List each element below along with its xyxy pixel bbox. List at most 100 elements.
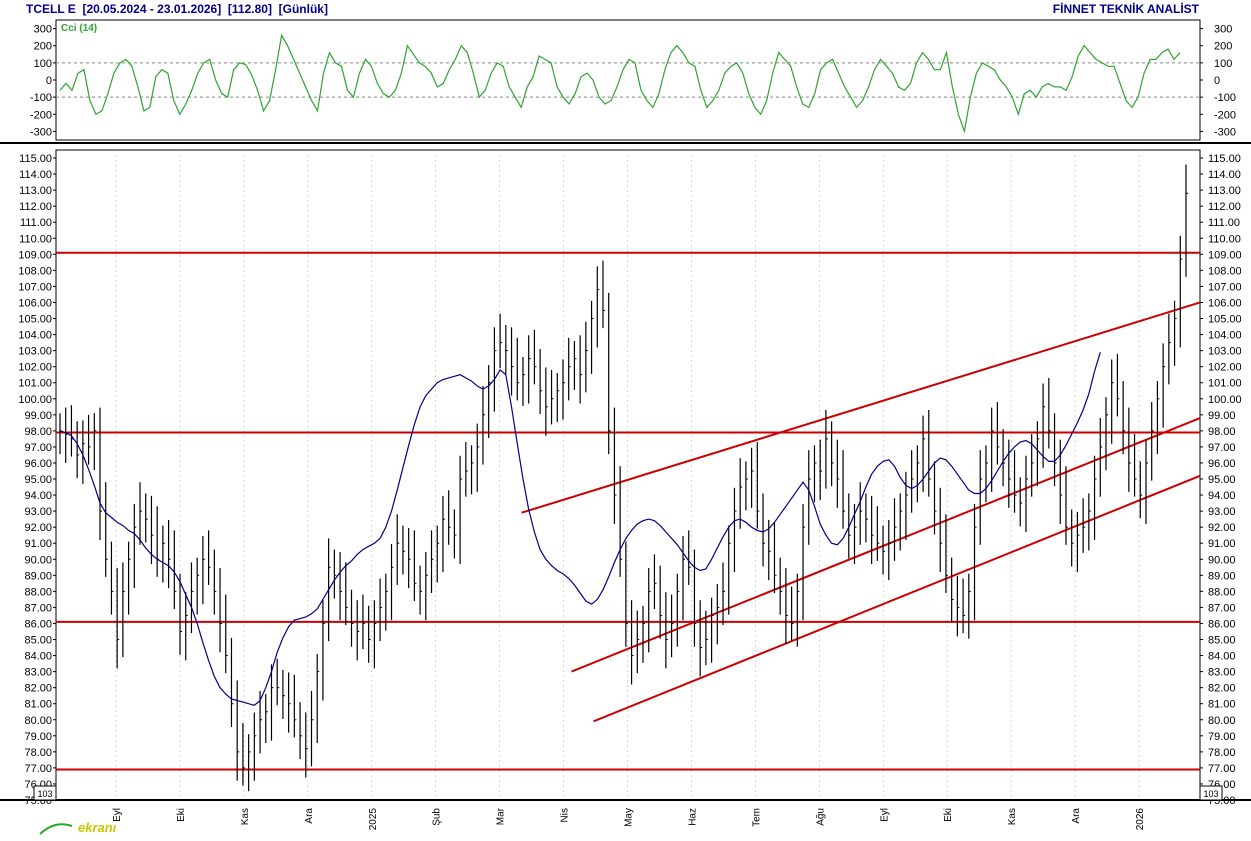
cci-y-tick-right: 0 — [1214, 75, 1220, 87]
cci-y-tick-right: 300 — [1214, 24, 1232, 36]
price-y-tick-right: 84.00 — [1208, 651, 1236, 663]
price-y-tick-left: 114.00 — [19, 169, 52, 181]
price-y-tick-right: 113.00 — [1208, 185, 1241, 197]
x-axis-label: 2025 — [368, 808, 379, 831]
symbol-label: TCELL E — [26, 2, 76, 16]
price-y-tick-left: 80.00 — [24, 715, 52, 727]
x-axis-label: Mar — [496, 807, 507, 825]
price-y-tick-right: 85.00 — [1208, 635, 1236, 647]
price-y-tick-left: 87.00 — [24, 602, 52, 614]
price-y-tick-left: 98.00 — [24, 426, 52, 438]
chart-header-info: TCELL E [20.05.2024 - 23.01.2026] [112.8… — [26, 2, 328, 16]
price-y-tick-left: 101.00 — [18, 378, 52, 390]
x-axis-label: Kas — [240, 808, 251, 825]
price-y-tick-left: 94.00 — [24, 490, 52, 502]
price-y-tick-right: 114.00 — [1208, 169, 1241, 181]
cci-line — [59, 33, 1181, 134]
price-y-tick-right: 81.00 — [1208, 699, 1236, 711]
price-y-tick-right: 94.00 — [1208, 490, 1236, 502]
price-y-tick-left: 85.00 — [24, 635, 52, 647]
cci-y-tick-left: -200 — [30, 109, 52, 121]
price-y-tick-left: 93.00 — [24, 506, 52, 518]
trend-channel-line — [593, 474, 1201, 723]
period-label: [Günlük] — [278, 2, 328, 16]
price-y-tick-left: 100.00 — [18, 394, 52, 406]
price-y-tick-right: 97.00 — [1208, 442, 1236, 454]
scale-badge-label: 103 — [37, 789, 52, 799]
price-y-tick-right: 91.00 — [1208, 538, 1236, 550]
x-axis-label: Tem — [751, 808, 762, 827]
price-y-tick-left: 89.00 — [24, 570, 52, 582]
price-y-tick-left: 103.00 — [18, 346, 52, 358]
price-y-tick-left: 111.00 — [20, 217, 52, 229]
cci-y-tick-right: -100 — [1214, 92, 1236, 104]
price-y-tick-right: 98.00 — [1208, 426, 1236, 438]
price-y-tick-left: 79.00 — [24, 731, 52, 743]
price-y-tick-right: 105.00 — [1208, 314, 1242, 326]
x-axis-label: 2026 — [1135, 808, 1146, 831]
x-axis-label: Ağu — [815, 808, 826, 826]
price-y-tick-left: 96.00 — [24, 458, 52, 470]
price-y-tick-left: 90.00 — [24, 554, 52, 566]
price-y-tick-right: 88.00 — [1208, 586, 1236, 598]
x-axis-label: Eyl — [112, 808, 123, 822]
price-y-tick-right: 112.00 — [1208, 201, 1241, 213]
cci-y-tick-right: -300 — [1214, 126, 1236, 138]
price-y-tick-left: 84.00 — [24, 651, 52, 663]
price-y-tick-left: 83.00 — [24, 667, 52, 679]
price-y-tick-right: 78.00 — [1208, 747, 1236, 759]
price-y-tick-right: 86.00 — [1208, 618, 1236, 630]
price-y-tick-right: 101.00 — [1208, 378, 1242, 390]
x-axis-label: Ara — [304, 808, 315, 824]
price-y-tick-right: 95.00 — [1208, 474, 1236, 486]
cci-y-tick-left: 200 — [34, 41, 52, 53]
cci-y-tick-right: -200 — [1214, 109, 1236, 121]
price-y-tick-left: 112.00 — [19, 201, 52, 213]
price-panel-frame — [55, 149, 1201, 801]
cci-y-tick-left: 300 — [34, 24, 52, 36]
scale-badge — [1199, 785, 1223, 801]
price-y-tick-right: 80.00 — [1208, 715, 1236, 727]
cci-y-tick-left: 100 — [34, 58, 52, 70]
x-axis-label: Eki — [943, 808, 954, 822]
price-y-tick-right: 108.00 — [1208, 265, 1242, 277]
price-y-tick-right: 99.00 — [1208, 410, 1236, 422]
price-y-tick-left: 109.00 — [18, 249, 52, 261]
price-y-tick-left: 97.00 — [24, 442, 52, 454]
price-y-tick-left: 107.00 — [18, 281, 52, 293]
price-y-tick-right: 115.00 — [1208, 153, 1241, 165]
price-y-tick-right: 93.00 — [1208, 506, 1236, 518]
trend-channel-line — [521, 301, 1201, 514]
cci-y-tick-right: 200 — [1214, 41, 1232, 53]
x-axis-label: Eyl — [879, 808, 890, 822]
price-y-tick-right: 104.00 — [1208, 330, 1242, 342]
price-y-tick-right: 103.00 — [1208, 346, 1242, 358]
price-y-tick-left: 106.00 — [18, 297, 52, 309]
price-y-tick-left: 113.00 — [19, 185, 52, 197]
cci-y-tick-left: -300 — [30, 126, 52, 138]
x-axis-label: Haz — [687, 808, 698, 826]
price-y-tick-left: 99.00 — [24, 410, 52, 422]
price-y-tick-right: 106.00 — [1208, 297, 1242, 309]
price-y-tick-left: 78.00 — [24, 747, 52, 759]
x-axis-label: Şub — [432, 808, 443, 826]
x-axis-label: May — [624, 808, 635, 827]
price-y-tick-left: 102.00 — [18, 362, 52, 374]
price-y-tick-left: 92.00 — [24, 522, 52, 534]
price-y-tick-left: 88.00 — [24, 586, 52, 598]
price-y-tick-left: 81.00 — [24, 699, 52, 711]
cci-panel-frame — [55, 19, 1201, 141]
cci-y-tick-left: -100 — [30, 92, 52, 104]
price-y-tick-right: 111.00 — [1208, 217, 1240, 229]
date-range-label: [20.05.2024 - 23.01.2026] — [82, 2, 222, 16]
price-y-tick-right: 100.00 — [1208, 394, 1242, 406]
watermark-swoosh — [39, 823, 73, 835]
price-y-tick-right: 107.00 — [1208, 281, 1242, 293]
price-y-tick-right: 82.00 — [1208, 683, 1236, 695]
watermark-text: ekranı — [78, 820, 117, 835]
price-y-tick-left: 105.00 — [18, 314, 52, 326]
price-y-tick-right: 79.00 — [1208, 731, 1236, 743]
brand-label: FİNNET TEKNİK ANALİST — [1052, 2, 1199, 16]
